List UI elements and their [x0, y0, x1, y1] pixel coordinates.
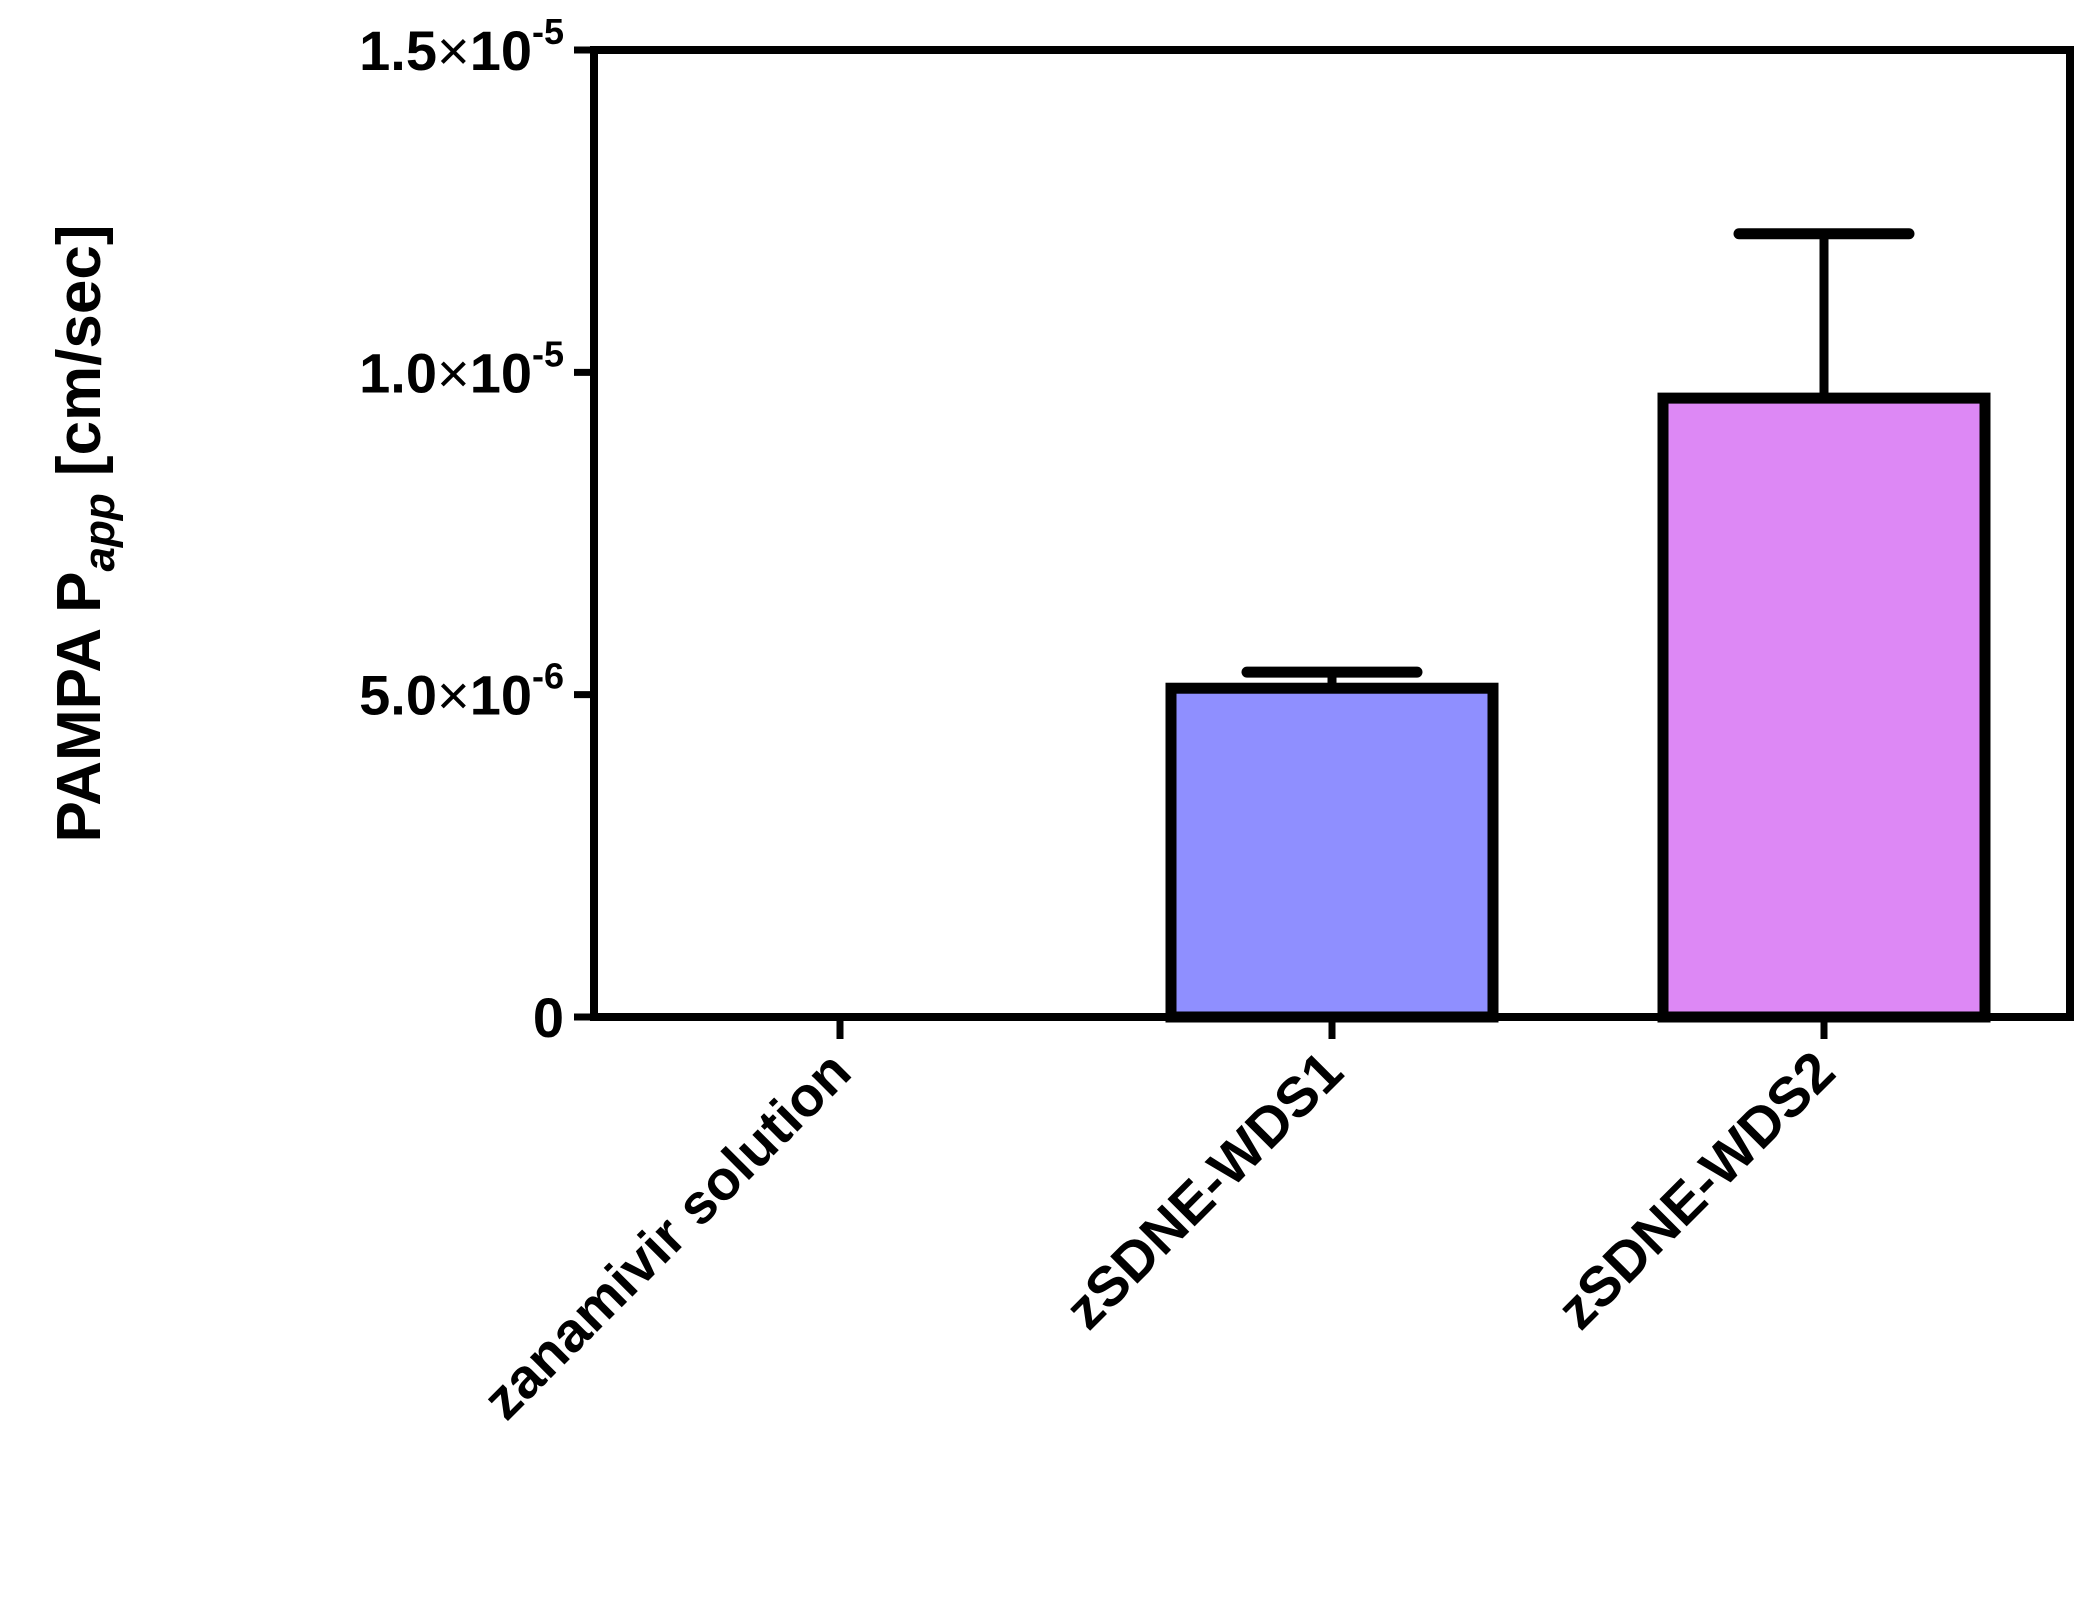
- y-tick-label-2: 1.0×10-5: [359, 333, 564, 404]
- y-tick-label-3: 1.5×10-5: [359, 11, 564, 82]
- y-tick-mantissa: 1.0: [359, 341, 437, 404]
- y-tick-times: ×: [437, 19, 470, 82]
- y-tick-exponent: -6: [532, 656, 564, 697]
- y-tick-times: ×: [437, 664, 470, 727]
- y-tick-label-0: 0: [533, 986, 564, 1049]
- x-tick-label-2: zSDNE-WDS2: [1545, 1039, 1847, 1341]
- y-axis-title-prefix: PAMPA P: [45, 572, 114, 843]
- y-tick-times: ×: [437, 341, 470, 404]
- bar-2: [1165, 682, 1499, 1023]
- y-tick-base: 10: [470, 341, 532, 404]
- y-tick-mantissa: 1.5: [359, 19, 437, 82]
- y-tick-base: 10: [470, 19, 532, 82]
- y-axis-title-subscript: app: [75, 493, 124, 571]
- y-tick-mantissa: 0: [533, 986, 564, 1049]
- x-tick-label-0: zanamivir solution: [470, 1039, 862, 1431]
- y-axis-title: PAMPA Papp [cm/sec]: [45, 224, 124, 842]
- y-axis-title-suffix: [cm/sec]: [45, 224, 114, 493]
- y-tick-exponent: -5: [532, 11, 564, 52]
- bar-3: [1657, 392, 1991, 1023]
- y-tick-base: 10: [470, 664, 532, 727]
- y-tick-exponent: -5: [532, 333, 564, 374]
- y-tick-label-1: 5.0×10-6: [359, 656, 564, 727]
- x-tick-label-1: zSDNE-WDS1: [1053, 1039, 1355, 1341]
- y-tick-mantissa: 5.0: [359, 664, 437, 727]
